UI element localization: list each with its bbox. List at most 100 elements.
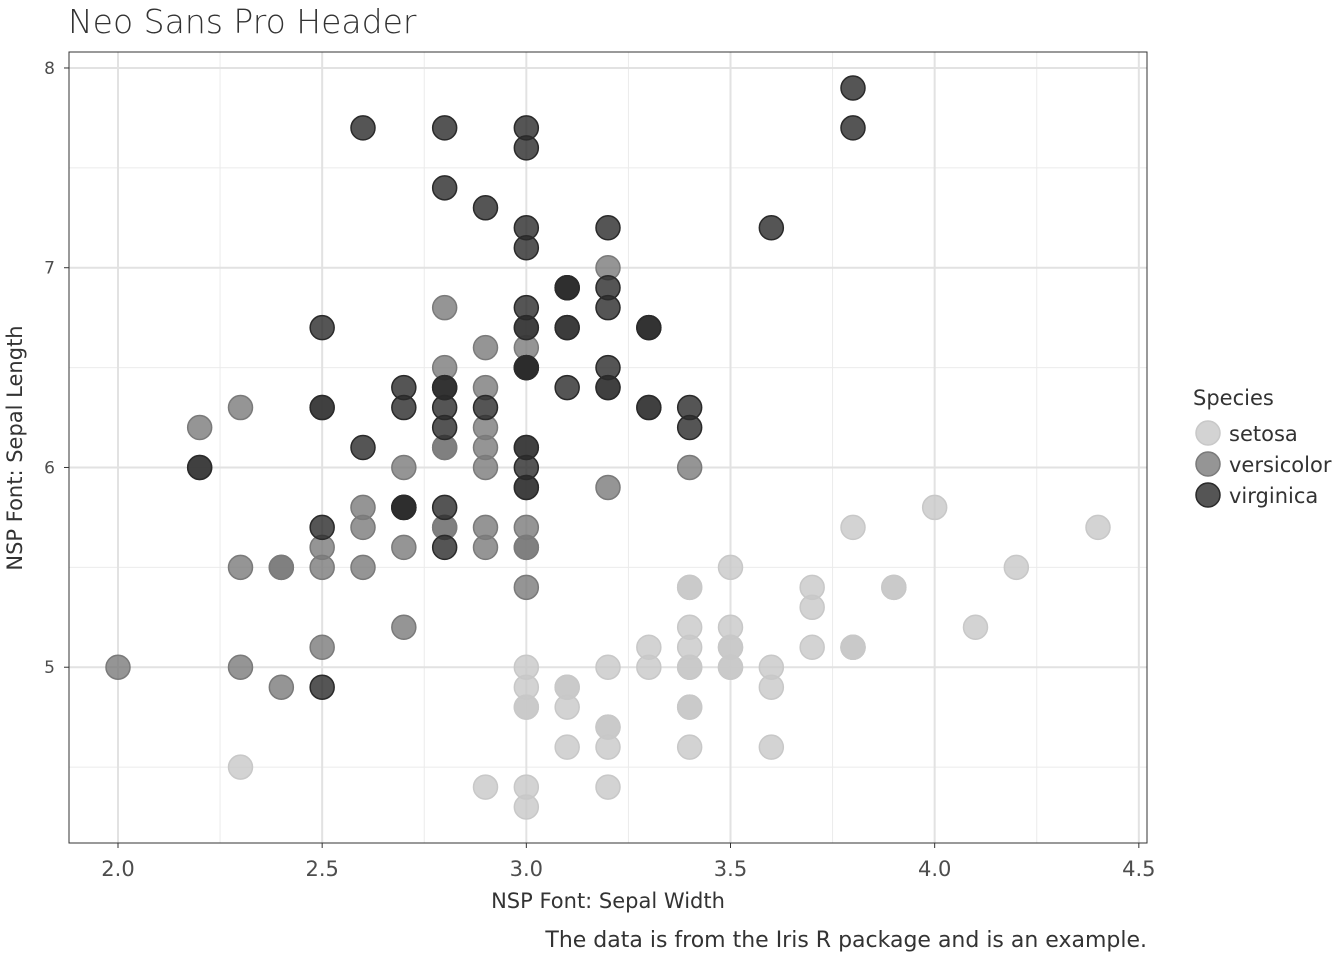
data-point [513,474,540,501]
data-point [717,614,744,641]
x-tick-label: 3.5 [714,857,747,881]
data-points [105,75,1111,820]
caption: The data is from the Iris R package and … [544,928,1147,953]
series-virginica [186,75,866,700]
data-point [350,115,376,141]
data-point [309,314,335,341]
data-point [513,694,540,720]
data-point [840,514,866,541]
data-point [350,434,376,461]
data-point [595,654,621,680]
legend-label: setosa [1229,422,1298,446]
data-point [431,534,458,561]
data-point [676,414,703,441]
data-point [717,654,744,680]
data-point [921,494,948,521]
data-point [554,734,580,760]
data-point [309,674,335,700]
series-setosa [227,494,1111,820]
data-point [513,654,540,680]
data-point [595,215,621,241]
data-point [840,75,866,101]
data-point [391,394,417,421]
chart-title: Neo Sans Pro Header [68,2,417,41]
data-point [431,394,458,421]
data-point [186,414,213,441]
data-point [554,374,580,401]
data-point [554,314,580,341]
legend-item-setosa: setosa [1195,420,1298,446]
legend-swatch [1195,420,1221,446]
data-point [595,474,621,501]
data-point [513,354,540,381]
data-point [391,454,417,481]
data-point [472,334,499,361]
data-point [186,454,213,481]
data-point [472,394,499,421]
x-tick-label: 3.0 [510,857,543,881]
data-point [1003,554,1030,581]
data-point [758,215,785,241]
data-point [676,694,703,720]
data-point [431,294,458,321]
data-point [309,554,335,581]
data-point [431,494,458,521]
data-point [962,614,989,641]
y-tick-label: 8 [44,59,55,79]
data-point [431,175,458,201]
data-point [391,494,417,521]
data-point [676,734,703,760]
data-point [881,574,907,601]
data-point [554,274,580,301]
legend-swatch [1195,482,1221,508]
x-tick-label: 4.0 [918,857,951,881]
data-point [513,314,540,341]
data-point [472,514,499,541]
y-tick-label: 7 [44,259,55,279]
legend-items: setosa versicolor virginica [1195,420,1332,508]
data-point [513,215,540,241]
data-point [472,195,499,221]
data-point [717,554,744,581]
data-point [227,754,254,780]
data-point [799,634,825,660]
data-point [840,634,866,660]
data-point [840,115,866,141]
y-tick-label: 6 [44,458,55,478]
data-point [227,554,254,581]
x-tick-label: 2.5 [305,857,338,881]
data-point [513,574,540,601]
legend: Species setosa versicolor virginica [1193,386,1332,508]
data-point [350,554,376,581]
data-point [309,634,335,660]
x-tick-label: 4.5 [1122,857,1155,881]
data-point [676,634,703,660]
data-point [391,614,417,641]
data-point [309,394,335,421]
data-point [105,654,131,680]
data-point [595,734,621,760]
plot-panel [68,51,1148,844]
data-point [676,574,703,601]
data-point [472,774,499,800]
data-point [431,115,458,141]
data-point [227,654,254,680]
legend-swatch [1195,451,1221,477]
data-point [513,774,540,800]
legend-item-versicolor: versicolor [1195,451,1332,477]
data-point [513,514,540,541]
data-point [636,654,662,680]
legend-label: versicolor [1229,453,1332,477]
data-point [350,494,376,521]
data-point [636,314,662,341]
legend-item-virginica: virginica [1195,482,1318,508]
y-axis-title: NSP Font: Sepal Length [3,325,27,570]
data-point [758,734,785,760]
data-point [227,394,254,421]
data-point [676,454,703,481]
data-point [758,674,785,700]
data-point [472,454,499,481]
data-point [595,374,621,401]
legend-title: Species [1193,386,1274,410]
data-point [595,774,621,800]
